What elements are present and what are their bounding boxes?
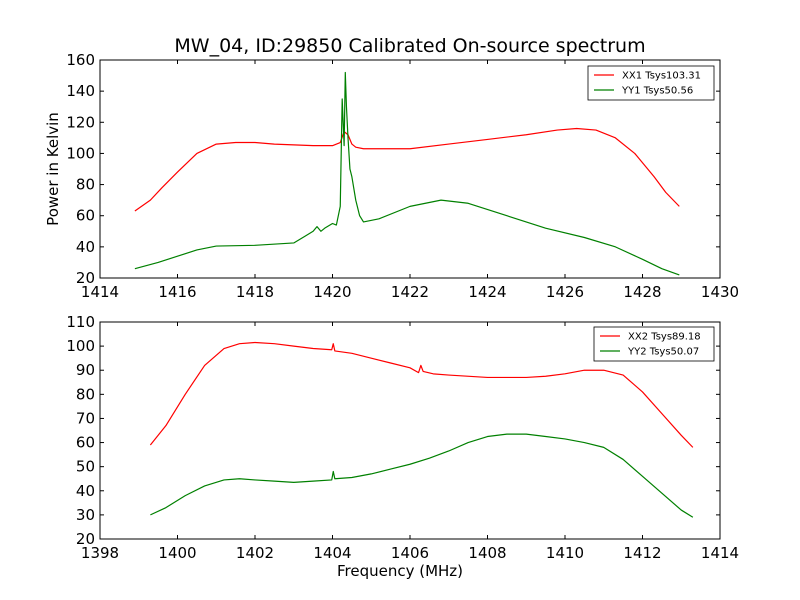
y-tick-label: 90: [76, 361, 95, 379]
y-tick-label: 30: [76, 506, 95, 524]
x-tick-label: 1406: [391, 544, 429, 562]
x-tick-label: 1400: [158, 544, 196, 562]
x-tick-label: 1430: [701, 283, 739, 301]
y-tick-label: 20: [76, 269, 95, 287]
x-tick-label: 1404: [313, 544, 351, 562]
y-tick-label: 20: [76, 530, 95, 548]
y-tick-label: 60: [76, 434, 95, 452]
y-axis-title: Power in Kelvin: [44, 112, 62, 226]
series-line-2-2: [150, 433, 694, 518]
plot-area: 1414 1416 1418 1420 1422 1424 1426 1428 1430 20 40…: [44, 51, 739, 580]
legend-box: [587, 65, 715, 101]
x-tick-label: 1402: [236, 544, 274, 562]
series-line-2-1: [149, 341, 694, 448]
figure-title: MW_04, ID:29850 Calibrated On-source spe…: [174, 35, 645, 57]
y-tick-label: 140: [66, 82, 95, 100]
y-tick-label: 110: [66, 313, 95, 331]
y-tick-label: 40: [76, 238, 95, 256]
x-tick-label: 1408: [468, 544, 506, 562]
y-tick-label: 120: [66, 113, 95, 131]
y-tick-label: 80: [76, 385, 95, 403]
y-tick-label: 50: [76, 458, 95, 476]
x-tick-label: 1424: [468, 283, 506, 301]
y-tick-label: 80: [76, 176, 95, 194]
y-tick-label: 70: [76, 409, 95, 427]
x-tick-label: 1428: [623, 283, 661, 301]
x-tick-label: 1398: [81, 544, 119, 562]
legend-label: YY1 Tsys50.56: [621, 86, 693, 97]
x-tick-label: 1412: [623, 544, 661, 562]
legend-label: XX1 Tsys103.31: [622, 71, 701, 82]
legend: XX2 Tsys89.18 YY2 Tsys50.07: [593, 326, 715, 362]
y-tick-label: 100: [66, 144, 95, 162]
legend-label: YY2 Tsys50.07: [627, 347, 699, 358]
x-tick-label: 1414: [81, 283, 119, 301]
y-tick-label: 60: [76, 207, 95, 225]
legend: XX1 Tsys103.31 YY1 Tsys50.56: [587, 65, 715, 101]
x-tick-label: 1416: [158, 283, 196, 301]
x-tick-label: 1410: [546, 544, 584, 562]
x-tick-label: 1422: [391, 283, 429, 301]
x-tick-label: 1426: [546, 283, 584, 301]
y-tick-label: 100: [66, 337, 95, 355]
y-tick-label: 40: [76, 482, 95, 500]
series-line-1-1: [134, 127, 680, 212]
x-axis-title: Frequency (MHz): [337, 562, 463, 580]
legend-label: XX2 Tsys89.18: [628, 332, 701, 343]
x-tick-label: 1420: [313, 283, 351, 301]
series-line-1-2: [134, 71, 680, 276]
x-tick-label: 1418: [236, 283, 274, 301]
chart-1: 1414 1416 1418 1420 1422 1424 1426 1428 1430 20 40…: [44, 51, 739, 301]
legend-box: [593, 326, 715, 362]
y-tick-label: 160: [66, 51, 95, 69]
chart-2: 1398 1400 1402 1404 1406 1408 1410 1412 1414 20 30…: [66, 313, 739, 580]
x-tick-label: 1414: [701, 544, 739, 562]
